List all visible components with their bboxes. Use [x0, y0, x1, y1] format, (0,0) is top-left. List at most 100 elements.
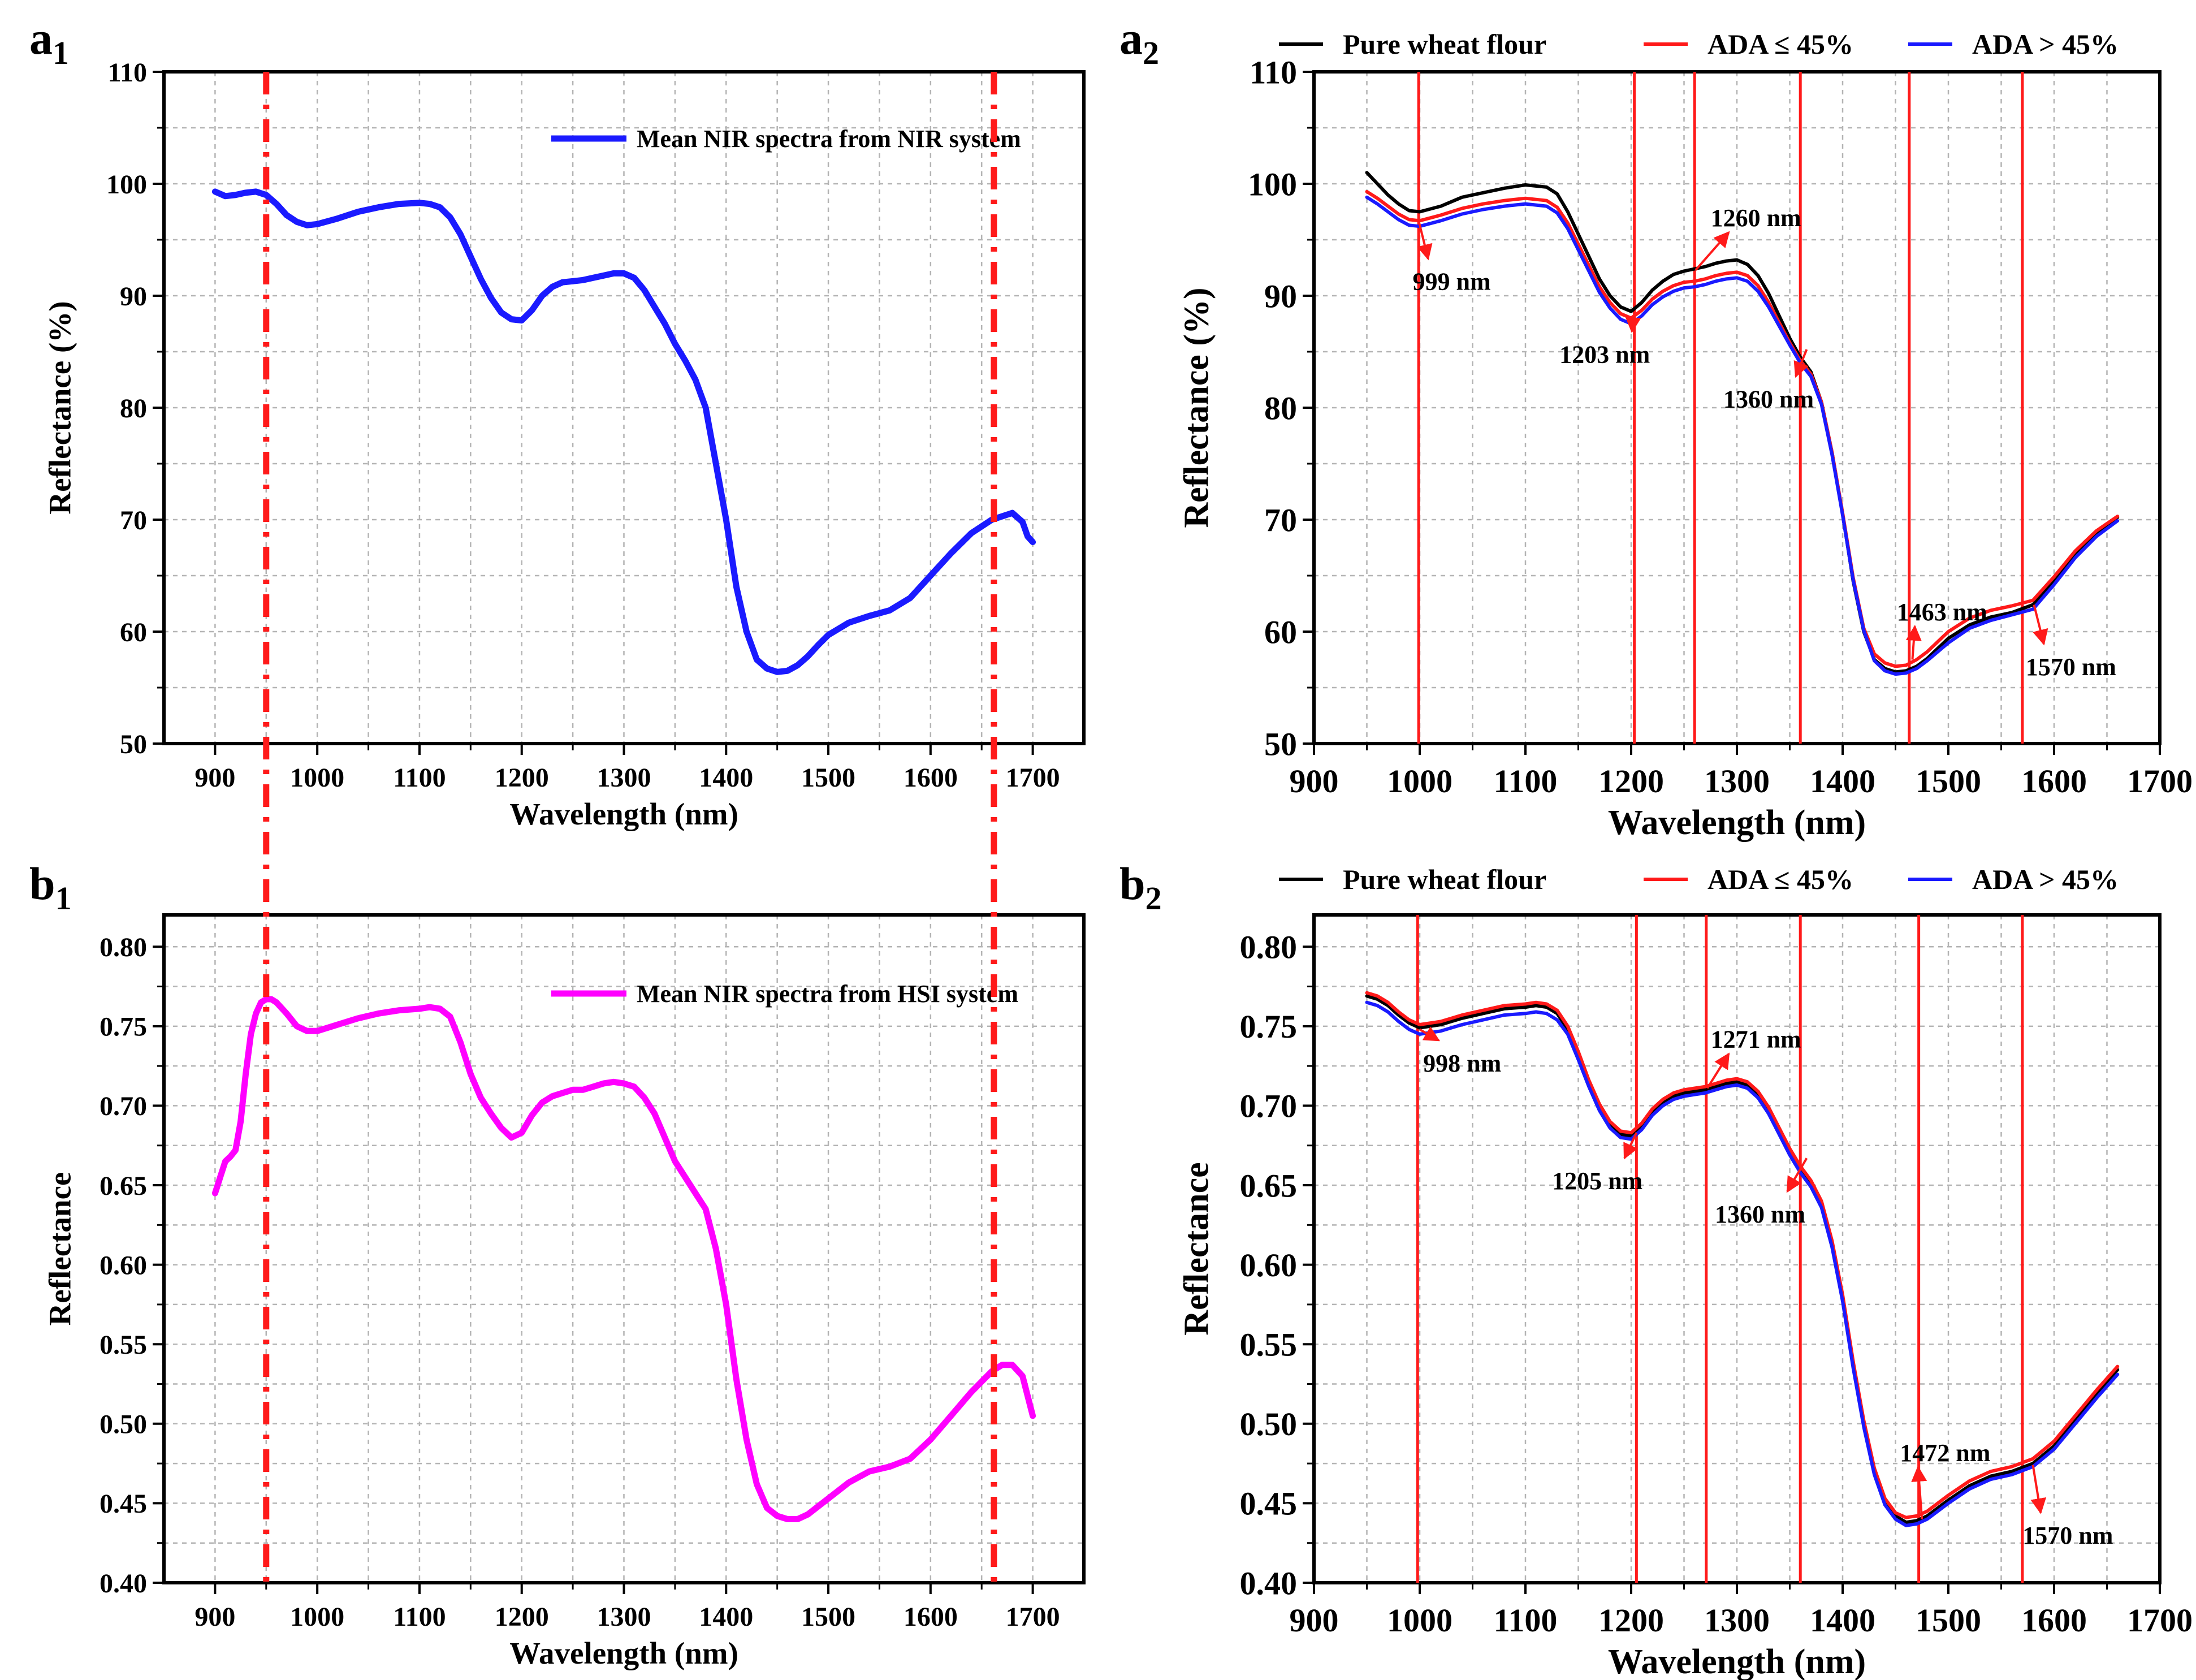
series-line-2 — [1365, 189, 2120, 668]
legend: Mean NIR spectra from HSI system — [551, 980, 1018, 1008]
y-tick-label: 0.60 — [1240, 1247, 1298, 1284]
annotation: 1570 nm — [2026, 604, 2116, 681]
y-tick-label: 0.50 — [100, 1410, 147, 1440]
panel-letter: b — [1119, 858, 1145, 909]
annotation-label: 999 nm — [1412, 268, 1490, 296]
x-tick-label: 1000 — [1387, 763, 1453, 800]
panel-subscript: 1 — [55, 880, 72, 917]
y-tick-label: 0.45 — [100, 1489, 147, 1519]
x-tick-label: 1200 — [1598, 763, 1664, 800]
x-tick-label: 1700 — [2127, 763, 2193, 800]
legend-label: Mean NIR spectra from HSI system — [637, 980, 1018, 1008]
annotation-arrow — [1419, 1026, 1441, 1042]
panel-b2: 900 1000 1100 1200 1300 1400 1500 1600 1700 0.40 0… — [1119, 858, 2193, 1680]
y-axis-label: Reflectance — [1177, 1162, 1216, 1335]
y-tick-label: 0.70 — [100, 1091, 147, 1121]
y-tick-label: 60 — [120, 617, 147, 647]
panel-label: a1 — [29, 12, 69, 71]
series-line-1 — [211, 996, 1036, 1522]
annotation: 1203 nm — [1559, 316, 1650, 368]
x-tick-label: 1700 — [1006, 763, 1060, 793]
legend: Pure wheat flour ADA ≤ 45% ADA > 45% — [1279, 28, 2119, 60]
annotation-label: 1260 nm — [1711, 204, 1801, 232]
x-tick-label: 1100 — [1494, 763, 1558, 800]
annotation: 1205 nm — [1552, 1132, 1642, 1195]
legend-label: Pure wheat flour — [1343, 863, 1546, 895]
annotation: 998 nm — [1419, 1026, 1501, 1077]
annotation-label: 1203 nm — [1559, 340, 1650, 368]
annotation: 1472 nm — [1900, 1439, 1990, 1519]
y-axis-label: Reflectance (%) — [1177, 287, 1216, 528]
y-tick-label: 90 — [1264, 278, 1297, 314]
annotation: 1570 nm — [2022, 1465, 2113, 1549]
panel-label: b1 — [29, 858, 72, 917]
x-tick-label: 1000 — [1387, 1602, 1453, 1639]
x-tick-label: 1400 — [1810, 763, 1875, 800]
legend: Mean NIR spectra from NIR system — [551, 125, 1021, 153]
y-tick-label: 90 — [120, 282, 147, 312]
annotation: 1260 nm — [1694, 204, 1801, 271]
x-tick-label: 1400 — [699, 763, 753, 793]
x-tick-label: 1100 — [393, 1602, 446, 1632]
annotation-arrow — [1706, 1052, 1730, 1089]
x-axis-label: Wavelength (nm) — [1608, 1643, 1866, 1680]
annotation-arrow — [2033, 604, 2048, 646]
annotation-label: 1463 nm — [1897, 598, 1987, 626]
panel-letter: a — [29, 12, 53, 64]
series-line-3 — [1365, 195, 2120, 676]
x-tick-label: 900 — [194, 763, 235, 793]
x-tick-label: 1300 — [1704, 763, 1770, 800]
x-tick-label: 1600 — [904, 763, 958, 793]
annotation-label: 1570 nm — [2022, 1522, 2113, 1549]
x-tick-label: 1300 — [1704, 1602, 1770, 1639]
annotation-arrow — [1625, 316, 1641, 334]
y-tick-label: 0.40 — [1240, 1565, 1298, 1601]
y-tick-label: 50 — [1264, 725, 1297, 762]
annotation-label: 1472 nm — [1900, 1439, 1990, 1467]
cross-panel-guides — [263, 72, 997, 1583]
annotation-arrow — [1417, 220, 1433, 261]
y-tick-label: 110 — [1250, 54, 1297, 90]
annotation-arrow — [1905, 624, 1922, 660]
y-tick-label: 0.60 — [100, 1250, 147, 1280]
annotation-label: 1360 nm — [1723, 386, 1814, 413]
series-line-1 — [1365, 994, 2120, 1524]
x-tick-label: 900 — [1290, 763, 1339, 800]
panel-label: b2 — [1119, 858, 1162, 917]
x-tick-label: 1000 — [290, 763, 344, 793]
y-tick-label: 0.75 — [1240, 1008, 1298, 1045]
y-tick-label: 0.40 — [100, 1569, 147, 1599]
y-tick-label: 110 — [108, 58, 147, 88]
y-tick-label: 0.50 — [1240, 1406, 1298, 1443]
legend-label: ADA > 45% — [1972, 863, 2119, 895]
y-tick-label: 70 — [120, 506, 147, 535]
panel-a1: 900 1000 1100 1200 1300 1400 1500 1600 170050607… — [29, 12, 1086, 831]
y-tick-label: 0.70 — [1240, 1088, 1298, 1125]
x-tick-label: 1300 — [597, 763, 651, 793]
annotation-label: 1570 nm — [2026, 653, 2116, 681]
y-tick-label: 70 — [1264, 502, 1297, 538]
y-tick-label: 50 — [120, 729, 147, 759]
annotation-label: 1271 nm — [1711, 1026, 1801, 1053]
x-tick-label: 1700 — [1006, 1602, 1060, 1632]
x-tick-label: 900 — [1290, 1602, 1339, 1639]
legend: Pure wheat flour ADA ≤ 45% ADA > 45% — [1279, 863, 2119, 895]
x-tick-label: 1100 — [393, 763, 446, 793]
y-tick-label: 0.55 — [1240, 1327, 1298, 1363]
x-axis-label: Wavelength (nm) — [509, 1636, 738, 1670]
x-tick-label: 900 — [194, 1602, 235, 1632]
x-tick-label: 1500 — [1916, 1602, 1981, 1639]
y-tick-label: 0.75 — [100, 1012, 147, 1042]
ticks: 900 1000 1100 1200 1300 1400 1500 1600 1700 0.40 0… — [100, 932, 1060, 1632]
annotation-arrow — [1623, 1132, 1638, 1160]
x-tick-label: 1100 — [1494, 1602, 1558, 1639]
y-tick-label: 0.55 — [100, 1330, 147, 1360]
annotation: 1360 nm — [1723, 349, 1814, 413]
x-tick-label: 1600 — [2021, 1602, 2087, 1639]
x-tick-label: 1300 — [597, 1602, 651, 1632]
series-line-2 — [1365, 991, 2120, 1519]
grid — [164, 915, 1084, 1583]
y-tick-label: 80 — [120, 394, 147, 424]
annotation: 999 nm — [1412, 220, 1491, 296]
annotation: 1463 nm — [1897, 598, 1987, 660]
